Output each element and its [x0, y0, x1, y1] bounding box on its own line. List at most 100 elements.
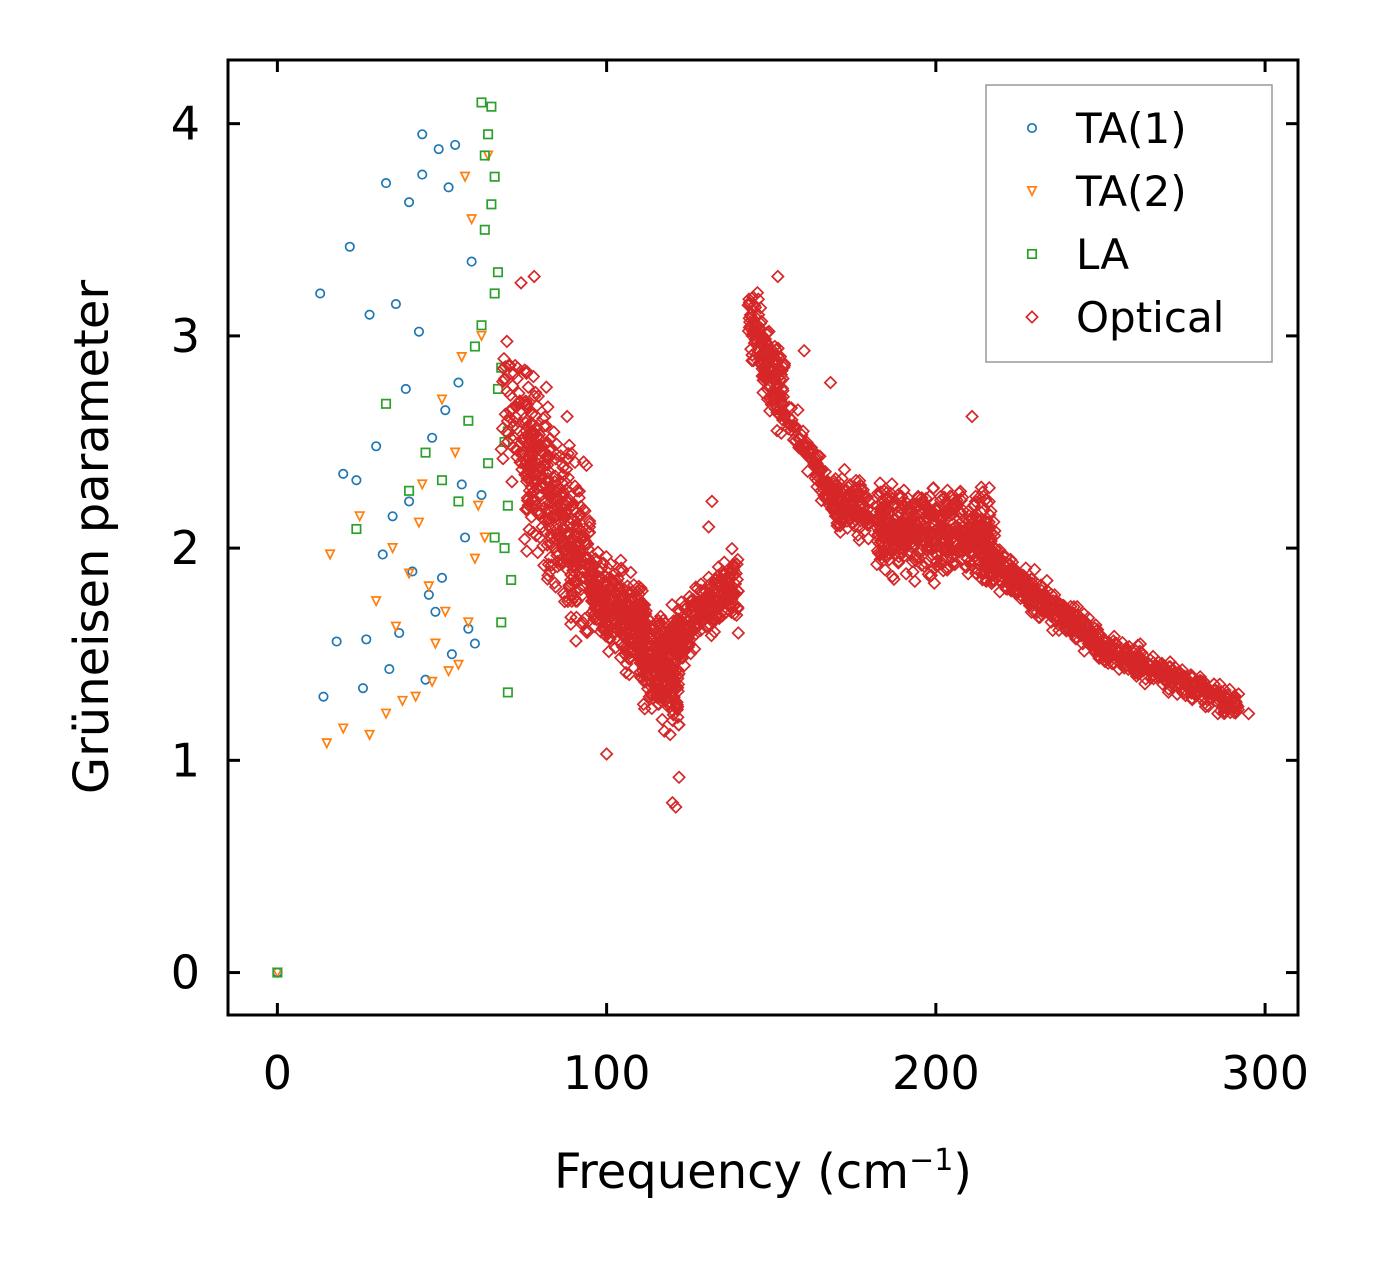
data-point — [472, 500, 484, 512]
data-point — [1152, 666, 1166, 681]
data-point — [528, 385, 543, 400]
data-point — [530, 545, 545, 560]
data-point — [952, 505, 967, 520]
y-tick-label: 0 — [171, 946, 200, 1000]
legend-marker — [1026, 185, 1038, 198]
data-point — [564, 446, 579, 461]
data-point — [1157, 669, 1171, 683]
data-point — [797, 343, 812, 358]
data-point — [568, 479, 582, 493]
data-point — [1045, 623, 1060, 638]
data-point — [541, 400, 555, 414]
data-point — [633, 599, 647, 614]
data-point — [479, 150, 490, 161]
data-point — [684, 620, 698, 635]
data-point — [854, 508, 869, 523]
data-point — [1177, 682, 1192, 697]
data-point — [522, 437, 537, 451]
data-point — [1219, 700, 1233, 715]
data-point — [661, 670, 676, 684]
data-point — [489, 532, 500, 543]
data-point — [775, 381, 790, 396]
y-tick-label: 2 — [171, 521, 200, 575]
data-point — [565, 513, 580, 528]
data-point — [993, 564, 1008, 579]
data-point — [495, 374, 510, 389]
data-point — [757, 351, 771, 366]
data-point — [453, 377, 464, 388]
data-point — [698, 598, 713, 613]
data-point — [649, 685, 663, 700]
data-point — [727, 607, 742, 621]
data-point — [529, 528, 544, 543]
data-point — [1108, 636, 1122, 651]
data-point — [649, 648, 663, 662]
data-point — [758, 364, 773, 379]
data-point — [831, 475, 846, 490]
data-point — [959, 559, 974, 574]
data-point — [1066, 624, 1081, 639]
data-point — [977, 519, 991, 534]
data-point — [858, 523, 872, 538]
data-point — [796, 424, 811, 439]
data-point — [723, 601, 738, 615]
data-point — [674, 613, 689, 628]
data-point — [662, 679, 677, 694]
data-point — [856, 505, 871, 520]
data-point — [410, 691, 422, 703]
data-point — [930, 548, 945, 563]
data-point — [496, 451, 510, 466]
data-point — [723, 563, 737, 578]
data-point — [617, 621, 632, 636]
data-point — [500, 334, 514, 349]
data-point — [1190, 683, 1204, 697]
data-point — [380, 178, 392, 189]
data-point — [506, 414, 521, 429]
data-point — [1029, 589, 1044, 604]
data-point — [489, 171, 500, 182]
data-point — [767, 374, 782, 389]
data-point — [420, 447, 431, 458]
data-point — [858, 499, 873, 514]
legend-marker — [1025, 310, 1039, 324]
data-point — [439, 606, 451, 618]
data-point — [655, 712, 670, 727]
data-point — [777, 358, 792, 373]
data-point — [543, 431, 558, 446]
data-point — [556, 460, 570, 475]
data-point — [1241, 706, 1256, 721]
data-point — [1107, 629, 1122, 644]
data-point — [852, 533, 867, 547]
data-point — [796, 443, 811, 458]
data-point — [978, 557, 993, 572]
data-point — [476, 320, 487, 331]
data-point — [520, 502, 535, 517]
data-point — [699, 619, 714, 634]
x-tick-label: 0 — [263, 1046, 292, 1100]
data-point — [1188, 686, 1203, 701]
data-point — [668, 800, 683, 814]
data-point — [798, 446, 813, 461]
data-point — [665, 713, 680, 728]
data-point — [755, 369, 770, 384]
data-point — [878, 562, 893, 577]
data-point — [725, 541, 739, 556]
data-point — [354, 511, 366, 523]
data-point — [429, 638, 441, 650]
data-point — [701, 520, 716, 534]
data-point — [897, 549, 911, 564]
data-point — [1130, 656, 1144, 671]
data-point — [498, 407, 513, 422]
data-point — [613, 606, 628, 620]
data-point — [880, 491, 895, 506]
data-point — [984, 568, 998, 583]
data-point — [704, 628, 719, 643]
data-point — [919, 511, 934, 526]
data-point — [764, 393, 779, 407]
data-point — [622, 667, 637, 682]
plot-area-frame — [226, 58, 1300, 1017]
data-point — [753, 300, 768, 315]
data-point — [1231, 687, 1246, 701]
data-point — [503, 358, 517, 373]
data-point — [523, 462, 538, 477]
